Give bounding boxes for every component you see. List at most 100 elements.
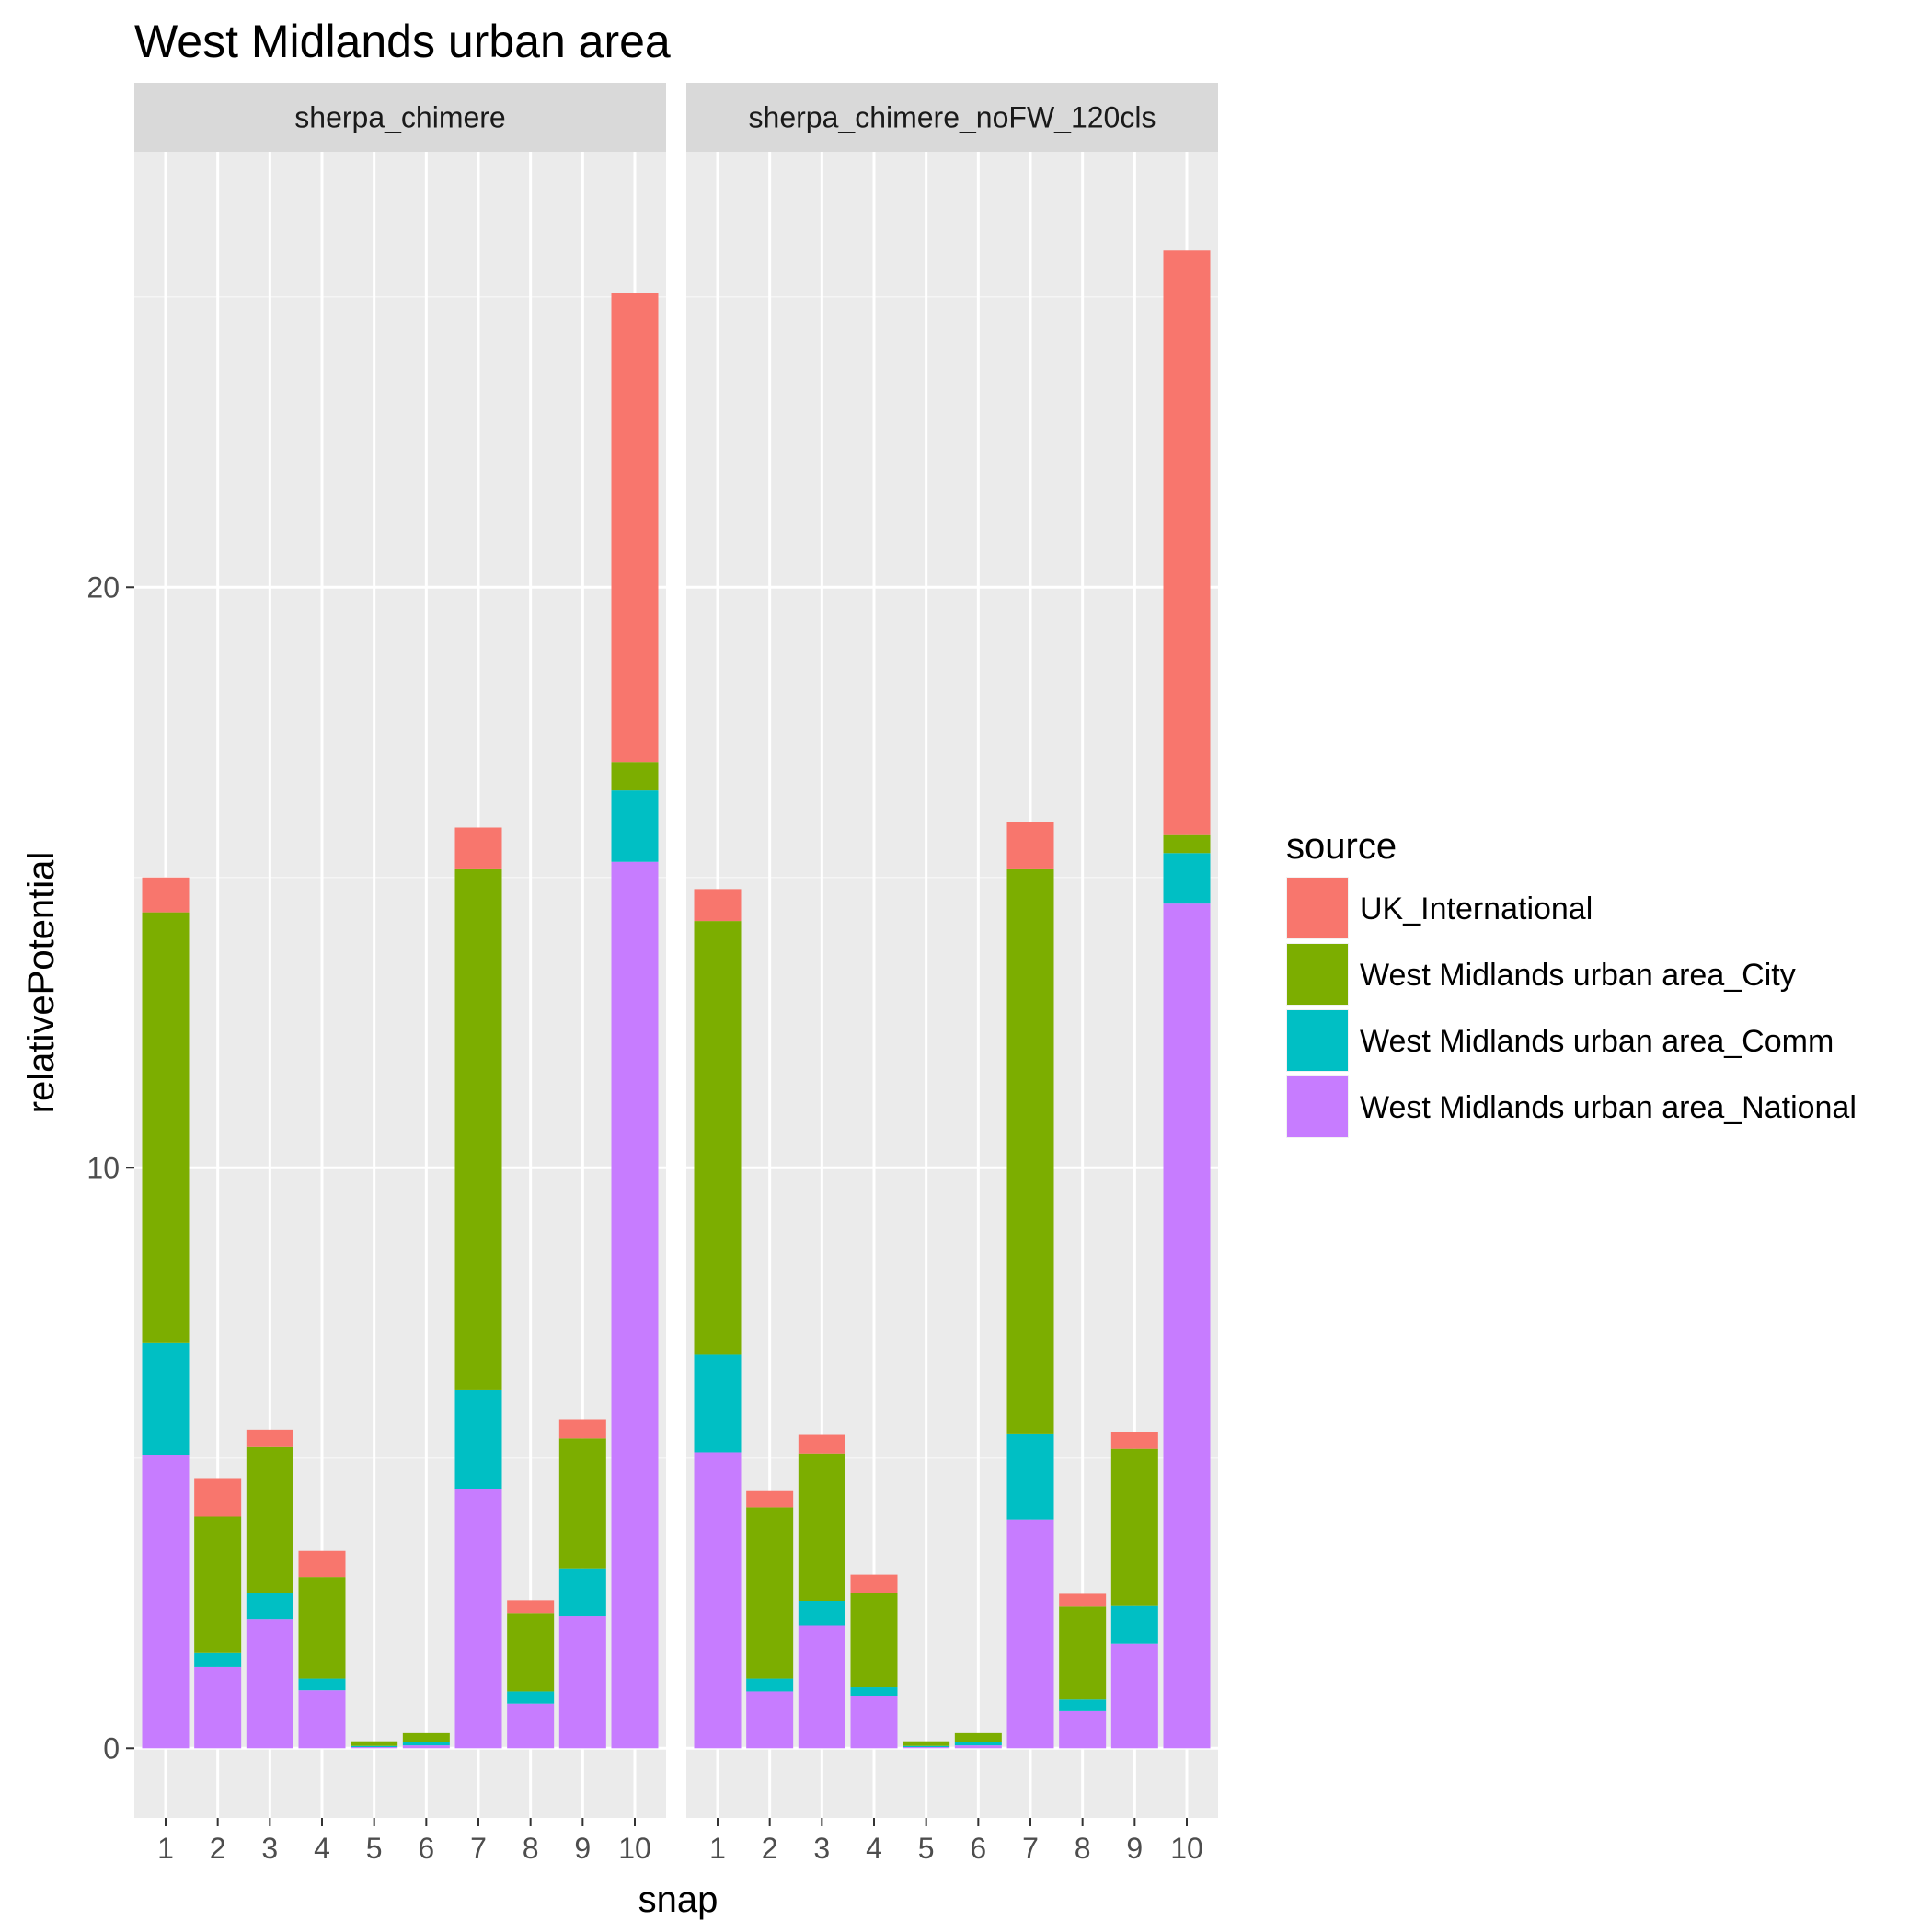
bar-segment <box>351 1747 398 1749</box>
facet-strip <box>134 83 666 152</box>
facet-panel-1: sherpa_chimere <box>134 83 666 1818</box>
bar-segment <box>694 921 742 1355</box>
bar-segment <box>454 827 502 869</box>
bar-segment <box>746 1678 794 1692</box>
bar-segment <box>611 861 659 1749</box>
bar-segment <box>507 1703 555 1749</box>
bar-segment <box>142 912 190 1343</box>
x-tick-label: 8 <box>523 1832 539 1865</box>
bar-segment <box>454 1389 502 1489</box>
legend-label: West Midlands urban area_National <box>1360 1090 1857 1125</box>
x-tick-label: 9 <box>574 1832 591 1865</box>
bar-segment <box>194 1652 242 1667</box>
bar-segment <box>1163 834 1211 854</box>
legend-swatch <box>1287 1010 1348 1071</box>
bar-segment <box>611 762 659 791</box>
legend-title: source <box>1286 826 1397 867</box>
bar-segment <box>246 1446 293 1593</box>
bar-segment <box>1110 1432 1158 1449</box>
bar-segment <box>1006 822 1054 869</box>
bar-segment <box>1110 1448 1158 1606</box>
facet-strip-label: sherpa_chimere_noFW_120cls <box>749 101 1156 134</box>
bar-segment <box>558 1616 606 1749</box>
legend: source UK_International West Midlands urb… <box>1286 826 1857 1138</box>
bar-segment <box>298 1550 346 1578</box>
x-axis-title: snap <box>638 1880 719 1920</box>
bar-segment <box>1059 1606 1107 1700</box>
bar-segment <box>246 1619 293 1749</box>
x-tick-label: 10 <box>618 1832 651 1865</box>
bar-segment <box>1059 1710 1107 1749</box>
bar-segment <box>507 1600 555 1614</box>
bar-segment <box>850 1687 898 1696</box>
bar-segment <box>850 1593 898 1688</box>
bar-segment <box>903 1747 950 1749</box>
bar-segment <box>558 1419 606 1439</box>
bar-segment <box>746 1507 794 1679</box>
bar-segment <box>402 1742 450 1746</box>
bar-segment <box>454 1489 502 1749</box>
legend-swatch <box>1287 878 1348 938</box>
facet-strip <box>686 83 1218 152</box>
bar-segment <box>798 1625 845 1749</box>
bar-segment <box>1163 853 1211 904</box>
bar-segment <box>351 1745 398 1748</box>
y-tick-label: 0 <box>103 1731 120 1765</box>
bar-segment <box>694 1354 742 1453</box>
bar-segment <box>298 1690 346 1749</box>
x-tick-label: 6 <box>970 1832 986 1865</box>
bar-segment <box>798 1434 845 1454</box>
legend-swatch <box>1287 944 1348 1005</box>
bar-segment <box>1006 1433 1054 1520</box>
x-tick-label: 2 <box>210 1832 226 1865</box>
bar-segment <box>558 1438 606 1569</box>
bar-segment <box>954 1745 1002 1749</box>
bar-segment <box>558 1568 606 1617</box>
bar-segment <box>611 293 659 763</box>
bar-segment <box>402 1745 450 1749</box>
bar-segment <box>246 1593 293 1620</box>
bar-segment <box>402 1732 450 1742</box>
x-tick-label: 10 <box>1170 1832 1203 1865</box>
x-tick-label: 3 <box>813 1832 830 1865</box>
bar-segment <box>1110 1643 1158 1749</box>
bar-segment <box>1163 250 1211 835</box>
facet-strip-label: sherpa_chimere <box>294 101 505 134</box>
bar-segment <box>1110 1605 1158 1644</box>
bar-segment <box>798 1453 845 1602</box>
bar-segment <box>507 1613 555 1692</box>
x-tick-label: 4 <box>866 1832 882 1865</box>
bar-segment <box>798 1601 845 1626</box>
bar-segment <box>746 1691 794 1749</box>
x-tick-label: 1 <box>709 1832 726 1865</box>
x-tick-label: 5 <box>918 1832 935 1865</box>
x-tick-label: 5 <box>366 1832 383 1865</box>
legend-label: West Midlands urban area_City <box>1360 958 1796 993</box>
bar-segment <box>298 1678 346 1691</box>
bar-segment <box>1059 1593 1107 1607</box>
x-tick-label: 2 <box>762 1832 778 1865</box>
y-axis: 0 10 20 <box>86 570 134 1765</box>
bar-segment <box>142 877 190 913</box>
bar-segment <box>954 1732 1002 1742</box>
bar-segment <box>194 1666 242 1749</box>
bar-segment <box>194 1516 242 1653</box>
bar-segment <box>903 1745 950 1748</box>
bar-segment <box>850 1574 898 1593</box>
x-axis: 1 2 3 4 5 6 7 8 9 10 1 2 3 4 5 6 7 8 9 10 <box>157 1818 1203 1865</box>
bar-segment <box>903 1741 950 1746</box>
bar-segment <box>954 1742 1002 1746</box>
bar-segment <box>454 868 502 1390</box>
bar-segment <box>507 1691 555 1704</box>
x-tick-label: 3 <box>261 1832 278 1865</box>
y-tick-label: 20 <box>86 570 120 604</box>
x-tick-label: 8 <box>1075 1832 1091 1865</box>
bar-segment <box>194 1478 242 1517</box>
x-tick-label: 4 <box>314 1832 330 1865</box>
x-tick-label: 7 <box>1022 1832 1039 1865</box>
legend-label: West Midlands urban area_Comm <box>1360 1024 1834 1059</box>
bar-segment <box>850 1696 898 1749</box>
bar-segment <box>298 1577 346 1679</box>
